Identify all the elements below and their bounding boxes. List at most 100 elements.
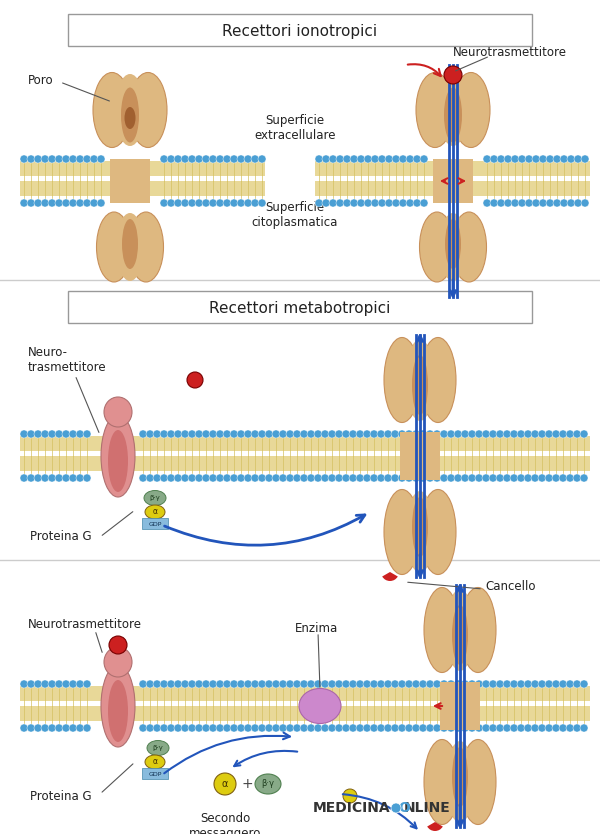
Circle shape — [272, 724, 280, 732]
Text: O: O — [398, 801, 410, 815]
Circle shape — [552, 680, 560, 688]
Ellipse shape — [446, 741, 474, 823]
Circle shape — [447, 680, 455, 688]
Circle shape — [335, 474, 343, 482]
Bar — [400, 432, 440, 480]
Circle shape — [244, 724, 252, 732]
Text: Superficie
citoplasmatica: Superficie citoplasmatica — [252, 201, 338, 229]
Text: NLINE: NLINE — [404, 801, 451, 815]
Circle shape — [286, 680, 294, 688]
Circle shape — [510, 680, 518, 688]
Ellipse shape — [299, 689, 341, 724]
Circle shape — [167, 430, 175, 438]
Circle shape — [195, 474, 203, 482]
Circle shape — [223, 680, 231, 688]
Circle shape — [146, 724, 154, 732]
Circle shape — [55, 680, 63, 688]
Circle shape — [517, 680, 525, 688]
Ellipse shape — [419, 212, 455, 282]
Circle shape — [328, 430, 336, 438]
Circle shape — [216, 724, 224, 732]
Circle shape — [230, 430, 238, 438]
Circle shape — [20, 199, 28, 207]
Circle shape — [412, 680, 420, 688]
Circle shape — [251, 680, 259, 688]
Circle shape — [202, 680, 210, 688]
Circle shape — [433, 474, 441, 482]
Circle shape — [322, 155, 330, 163]
Circle shape — [202, 474, 210, 482]
Circle shape — [406, 199, 414, 207]
Circle shape — [83, 680, 91, 688]
Circle shape — [160, 680, 168, 688]
Circle shape — [454, 680, 462, 688]
Circle shape — [377, 680, 385, 688]
Circle shape — [55, 430, 63, 438]
Circle shape — [405, 474, 413, 482]
Circle shape — [300, 724, 308, 732]
Circle shape — [209, 680, 217, 688]
Circle shape — [482, 680, 490, 688]
Circle shape — [307, 680, 315, 688]
Circle shape — [153, 680, 161, 688]
Circle shape — [538, 724, 546, 732]
Circle shape — [447, 724, 455, 732]
Circle shape — [286, 724, 294, 732]
Circle shape — [214, 773, 236, 795]
Circle shape — [413, 199, 421, 207]
Ellipse shape — [145, 755, 165, 769]
Circle shape — [83, 199, 91, 207]
Circle shape — [559, 430, 567, 438]
Circle shape — [188, 680, 196, 688]
Circle shape — [244, 430, 252, 438]
Circle shape — [496, 474, 504, 482]
Circle shape — [420, 199, 428, 207]
FancyBboxPatch shape — [68, 14, 532, 46]
Circle shape — [370, 430, 378, 438]
Circle shape — [160, 430, 168, 438]
Circle shape — [321, 680, 329, 688]
Circle shape — [524, 474, 532, 482]
Circle shape — [510, 724, 518, 732]
Circle shape — [160, 155, 168, 163]
Circle shape — [139, 430, 147, 438]
Ellipse shape — [97, 212, 131, 282]
Ellipse shape — [452, 605, 468, 665]
Circle shape — [503, 680, 511, 688]
Circle shape — [258, 155, 266, 163]
Ellipse shape — [438, 74, 468, 146]
Circle shape — [566, 724, 574, 732]
Ellipse shape — [128, 212, 163, 282]
Ellipse shape — [104, 647, 132, 677]
Ellipse shape — [116, 213, 144, 281]
Circle shape — [580, 680, 588, 688]
Circle shape — [517, 430, 525, 438]
Wedge shape — [382, 572, 398, 581]
Circle shape — [322, 199, 330, 207]
Circle shape — [357, 199, 365, 207]
Ellipse shape — [147, 741, 169, 756]
Circle shape — [545, 724, 553, 732]
Circle shape — [511, 155, 519, 163]
Circle shape — [426, 680, 434, 688]
Circle shape — [109, 636, 127, 654]
Circle shape — [286, 474, 294, 482]
Text: Neurotrasmettitore: Neurotrasmettitore — [28, 619, 142, 631]
Circle shape — [356, 680, 364, 688]
Circle shape — [265, 474, 273, 482]
Ellipse shape — [412, 355, 428, 415]
Text: +: + — [241, 777, 253, 791]
Ellipse shape — [444, 88, 462, 143]
Circle shape — [335, 724, 343, 732]
Circle shape — [216, 199, 224, 207]
Circle shape — [385, 155, 393, 163]
Ellipse shape — [125, 107, 136, 129]
Circle shape — [503, 474, 511, 482]
Circle shape — [174, 155, 182, 163]
Circle shape — [181, 155, 189, 163]
Circle shape — [328, 724, 336, 732]
Circle shape — [251, 474, 259, 482]
Circle shape — [279, 680, 287, 688]
Circle shape — [524, 724, 532, 732]
Circle shape — [504, 155, 512, 163]
